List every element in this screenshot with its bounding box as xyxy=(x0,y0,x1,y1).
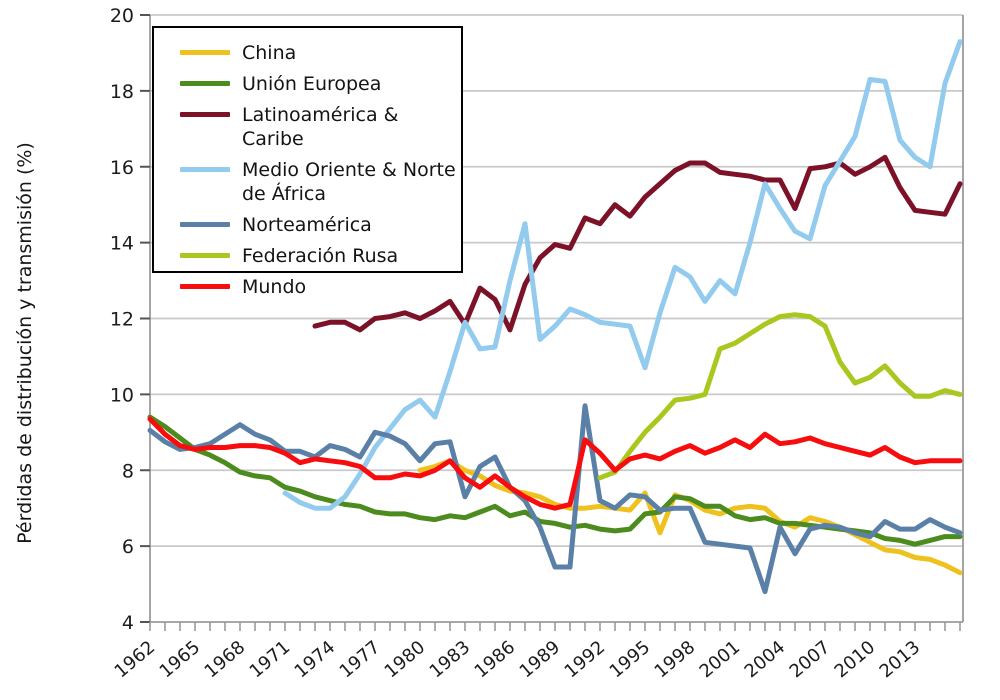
x-tick-label-1998: 1998 xyxy=(651,637,700,683)
legend-label-federacion-rusa: Federación Rusa xyxy=(242,245,399,267)
y-tick-label-18: 18 xyxy=(110,81,134,103)
series-line-federacion-rusa xyxy=(597,312,963,481)
x-tick-label-2010: 2010 xyxy=(831,637,880,683)
legend-item-mundo: Mundo xyxy=(180,275,461,299)
legend-label-mundo: Mundo xyxy=(242,276,307,298)
legend-swatch-federacion-rusa-icon xyxy=(180,253,230,258)
legend-swatch-medio-oriente-norte-africa-icon xyxy=(180,167,230,172)
x-tick-label-1962: 1962 xyxy=(111,637,160,683)
legend-swatch-mundo-icon xyxy=(180,284,230,289)
legend-item-norteamerica: Norteamérica xyxy=(180,213,461,237)
y-tick-label-4: 4 xyxy=(122,612,134,634)
x-tick-label-1983: 1983 xyxy=(426,637,475,683)
x-tick-label-1974: 1974 xyxy=(291,637,340,683)
legend-label-norteamerica: Norteamérica xyxy=(242,214,372,236)
y-tick-label-20: 20 xyxy=(110,5,134,27)
x-tick-label-1977: 1977 xyxy=(336,637,385,683)
x-tick-label-1971: 1971 xyxy=(246,637,295,683)
x-tick-label-2004: 2004 xyxy=(741,637,790,683)
x-tick-label-1968: 1968 xyxy=(201,637,250,683)
x-tick-label-1995: 1995 xyxy=(606,637,655,683)
y-tick-label-8: 8 xyxy=(122,460,134,482)
x-tick-label-1989: 1989 xyxy=(516,637,565,683)
x-tick-label-1986: 1986 xyxy=(471,637,520,683)
legend-label-china: China xyxy=(242,42,297,64)
x-tick-label-1980: 1980 xyxy=(381,637,430,683)
legend-label-latinoamerica-caribe: Latinoamérica & Caribe xyxy=(242,104,399,150)
axes xyxy=(140,14,964,631)
y-tick-label-16: 16 xyxy=(110,157,134,179)
x-tick-label-2001: 2001 xyxy=(696,637,745,683)
x-tick-label-1965: 1965 xyxy=(156,637,205,683)
y-tick-label-10: 10 xyxy=(110,384,134,406)
legend-label-union-europea: Unión Europea xyxy=(242,73,382,95)
legend-item-china: China xyxy=(180,41,461,65)
legend-item-union-europea: Unión Europea xyxy=(180,72,461,96)
legend-item-latinoamerica-caribe: Latinoamérica & Caribe xyxy=(180,103,461,151)
data-series xyxy=(147,39,963,595)
x-tick-label-2007: 2007 xyxy=(786,637,835,683)
legend-swatch-latinoamerica-caribe-icon xyxy=(180,112,230,117)
y-tick-label-12: 12 xyxy=(110,309,134,331)
y-tick-label-14: 14 xyxy=(110,233,134,255)
legend-item-medio-oriente-norte-africa: Medio Oriente & Norte de África xyxy=(180,158,461,206)
series-line-latinoamerica-caribe xyxy=(312,154,963,333)
x-tick-label-2013: 2013 xyxy=(876,637,925,683)
legend: China Unión Europea Latinoamérica & Cari… xyxy=(152,26,463,298)
legend-swatch-union-europea-icon xyxy=(180,81,230,86)
y-tick-label-6: 6 xyxy=(122,536,134,558)
legend-swatch-china-icon xyxy=(180,50,230,55)
legend-item-federacion-rusa: Federación Rusa xyxy=(180,244,461,268)
series-line-medio-oriente-norte-africa xyxy=(282,39,963,511)
series-line-norteamerica xyxy=(147,403,963,595)
legend-swatch-norteamerica-icon xyxy=(180,222,230,227)
series-line-mundo xyxy=(147,416,963,511)
x-tick-label-1992: 1992 xyxy=(561,637,610,683)
y-axis-title: Pérdidas de distribución y transmisión (… xyxy=(14,142,36,544)
legend-label-medio-oriente-norte-africa: Medio Oriente & Norte de África xyxy=(242,159,456,205)
